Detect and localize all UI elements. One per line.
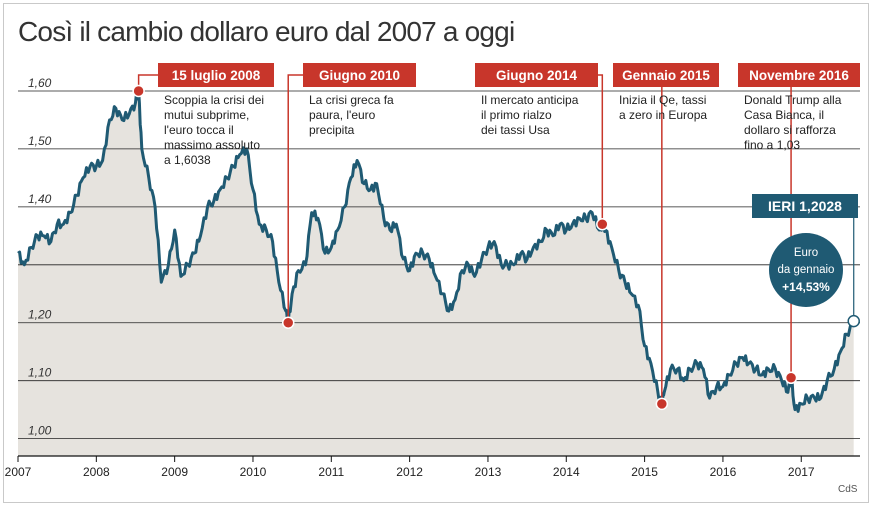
event-marker — [281, 316, 295, 329]
x-tick-label: 2011 — [318, 465, 344, 479]
current-value-label: IERI 1,2028 — [768, 198, 842, 214]
event-label-box — [475, 63, 598, 87]
event-description: La crisi greca fa — [309, 93, 394, 107]
y-tick-label: 1,40 — [28, 192, 52, 206]
x-tick-label: 2010 — [240, 465, 267, 479]
event-description: massimo assoluto — [164, 138, 260, 152]
x-tick-label: 2009 — [161, 465, 188, 479]
y-tick-label: 1,20 — [28, 308, 52, 322]
event-description: precipita — [309, 123, 355, 137]
event-marker — [596, 217, 609, 231]
event-label-box — [158, 63, 274, 87]
source-credit: CdS — [838, 484, 858, 495]
x-tick-label: 2015 — [631, 465, 658, 479]
event-label-box — [738, 63, 860, 87]
y-tick-label: 1,60 — [28, 76, 52, 90]
event-label: 15 luglio 2008 — [172, 68, 261, 83]
event-label-box — [303, 63, 416, 87]
event-marker — [132, 84, 145, 98]
x-tick-label: 2008 — [83, 465, 110, 479]
y-tick-label: 1,10 — [28, 366, 52, 380]
event-description: mutui subprime, — [164, 108, 249, 122]
event-description: Casa Bianca, il — [744, 108, 824, 122]
x-tick-label: 2017 — [788, 465, 815, 479]
event-label: Giugno 2010 — [319, 68, 400, 83]
event-description: l'euro tocca il — [164, 123, 234, 137]
x-tick-label: 2014 — [553, 465, 580, 479]
x-tick-label: 2012 — [396, 465, 423, 479]
event-description: a zero in Europa — [619, 108, 707, 122]
event-description: paura, l'euro — [309, 108, 376, 122]
event-description: Scoppia la crisi dei — [164, 93, 264, 107]
event-label: Gennaio 2015 — [622, 68, 710, 83]
ytd-label: da gennaio — [778, 264, 835, 276]
event-description: Donald Trump alla — [744, 93, 842, 107]
x-tick-label: 2007 — [5, 465, 32, 479]
x-tick-label: 2016 — [710, 465, 737, 479]
y-tick-label: 1,00 — [28, 424, 52, 438]
x-tick-label: 2013 — [475, 465, 502, 479]
event-description: fino a 1,03 — [744, 138, 800, 152]
series-line — [17, 89, 854, 413]
event-description: dollaro si rafforza — [744, 123, 836, 137]
event-description: Il mercato anticipa — [481, 93, 579, 107]
series-area — [18, 91, 854, 456]
current-marker — [847, 314, 860, 328]
event-description: dei tassi Usa — [481, 123, 550, 137]
event-label: Giugno 2014 — [496, 68, 578, 83]
event-description: Inizia il Qe, tassi — [619, 93, 706, 107]
event-marker — [655, 397, 669, 411]
ytd-label: Euro — [794, 247, 818, 259]
event-label-box — [613, 63, 719, 87]
current-value-box — [752, 194, 858, 218]
y-tick-label: 1,50 — [28, 134, 52, 148]
event-marker — [784, 371, 798, 385]
event-leader-line — [287, 74, 303, 323]
event-label: Novembre 2016 — [749, 68, 849, 83]
event-description: a 1,6038 — [164, 153, 211, 167]
ytd-change-circle — [769, 233, 843, 307]
event-description: il primo rialzo — [481, 108, 552, 122]
ytd-value: +14,53% — [782, 280, 830, 294]
chart-title: Così il cambio dollaro euro dal 2007 a o… — [18, 16, 515, 47]
